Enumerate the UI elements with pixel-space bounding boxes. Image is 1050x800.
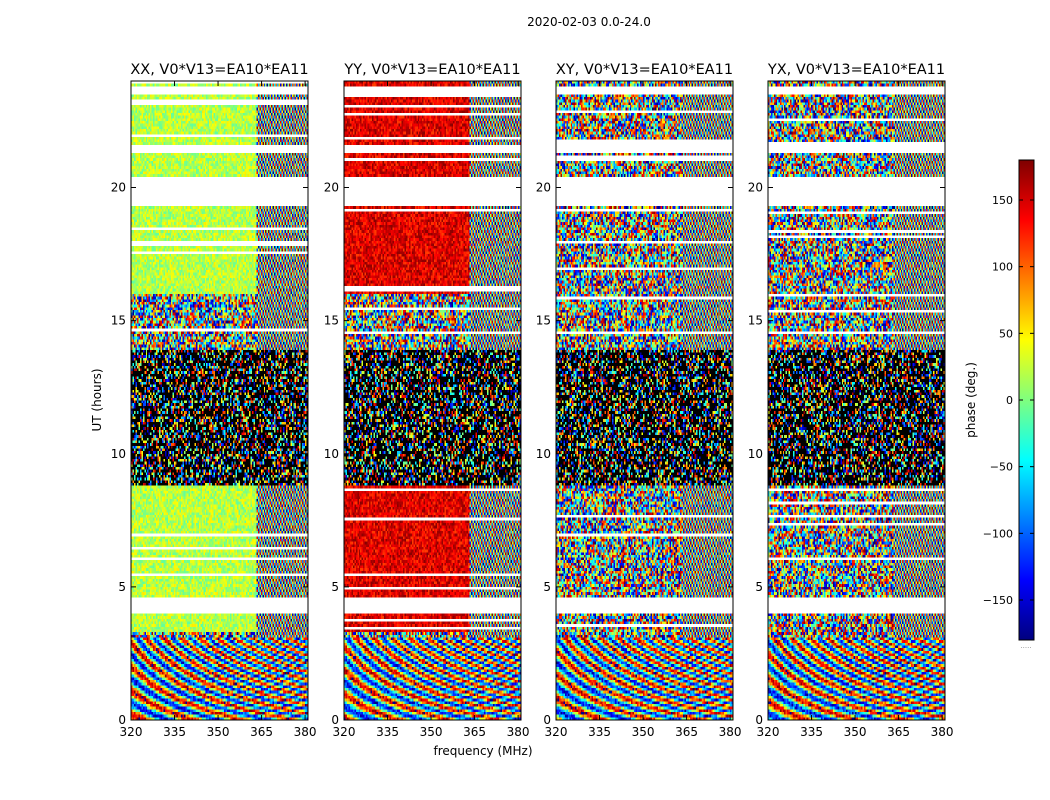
y-tick-label: 10 [536,447,551,461]
panel-heatmap [131,81,308,720]
colorbar-tick-label: 100 [992,261,1013,274]
panel-frame [130,80,309,721]
x-tick-label: 365 [887,725,910,739]
x-tick-label: 335 [588,725,611,739]
figure-title: 2020-02-03 0.0-24.0 [527,15,651,29]
y-tick-label: 15 [536,314,551,328]
panel-3: XY, V0*V13=EA10*EA11 320 335 350 365 380 0 5 10 1… [536,62,742,739]
panel-2: YY, V0*V13=EA10*EA11 320 335 350 365 380 0 5 10 1… [324,62,530,739]
x-tick-label: 365 [463,725,486,739]
y-tick-label: 0 [118,713,126,727]
x-tick-label: 335 [376,725,399,739]
x-tick-label: 380 [294,725,317,739]
panel-frame [555,80,734,721]
colorbar: 150 100 50 0 −50 −100 −150 [983,159,1035,641]
colorbar-label: phase (deg.) [964,362,978,438]
panel-frame [767,80,946,721]
x-tick-label: 380 [719,725,742,739]
y-tick-label: 10 [748,447,763,461]
colorbar-tick-label: 0 [1006,394,1013,407]
colorbar-tick-label: 50 [999,327,1013,340]
x-tick-label: 350 [207,725,230,739]
panel-heatmap [556,81,733,720]
panel-frame [343,80,522,721]
y-tick-label: 15 [748,314,763,328]
x-tick-label: 320 [120,725,143,739]
panel-title: YY, V0*V13=EA10*EA11 [343,62,520,78]
y-tick-label: 15 [111,314,126,328]
x-axis-label: frequency (MHz) [433,744,532,758]
x-tick-label: 380 [931,725,954,739]
y-axis-label: UT (hours) [90,368,104,431]
panel-4: YX, V0*V13=EA10*EA11 320 335 350 365 380 0 5 10 1… [748,62,954,739]
y-tick-label: 20 [748,181,763,195]
y-tick-label: 10 [111,447,126,461]
x-tick-label: 380 [507,725,530,739]
x-tick-label: 350 [632,725,655,739]
y-tick-label: 5 [755,580,763,594]
y-tick-label: 0 [543,713,551,727]
panel-heatmap [768,81,945,720]
y-tick-label: 10 [324,447,339,461]
colorbar-tick-label: −150 [983,594,1013,607]
x-tick-label: 320 [757,725,780,739]
colorbar-tick-label: −100 [983,527,1013,540]
panel-title: XY, V0*V13=EA10*EA11 [556,62,733,78]
panel-title: YX, V0*V13=EA10*EA11 [767,62,945,78]
x-tick-label: 365 [250,725,273,739]
panel-1: XX, V0*V13=EA10*EA11 320 335 350 365 380 0 5 10 1… [111,62,317,739]
colorbar-tick-label: 150 [992,194,1013,207]
y-tick-label: 20 [111,181,126,195]
y-tick-label: 5 [331,580,339,594]
y-tick-label: 5 [118,580,126,594]
x-tick-label: 350 [420,725,443,739]
x-tick-label: 350 [844,725,867,739]
y-tick-label: 0 [331,713,339,727]
x-tick-label: 335 [163,725,186,739]
colorbar-tick-label: −50 [990,461,1013,474]
panel-title: XX, V0*V13=EA10*EA11 [130,62,308,78]
y-tick-label: 15 [324,314,339,328]
y-tick-label: 20 [324,181,339,195]
x-tick-label: 320 [545,725,568,739]
panels: XX, V0*V13=EA10*EA11 320 335 350 365 380 0 5 10 1… [111,62,954,739]
y-tick-label: 5 [543,580,551,594]
y-tick-label: 20 [536,181,551,195]
x-tick-label: 365 [675,725,698,739]
y-tick-label: 0 [755,713,763,727]
colorbar-footnote: ..... [1020,642,1031,650]
panel-heatmap [344,81,521,720]
x-tick-label: 335 [800,725,823,739]
x-tick-label: 320 [333,725,356,739]
